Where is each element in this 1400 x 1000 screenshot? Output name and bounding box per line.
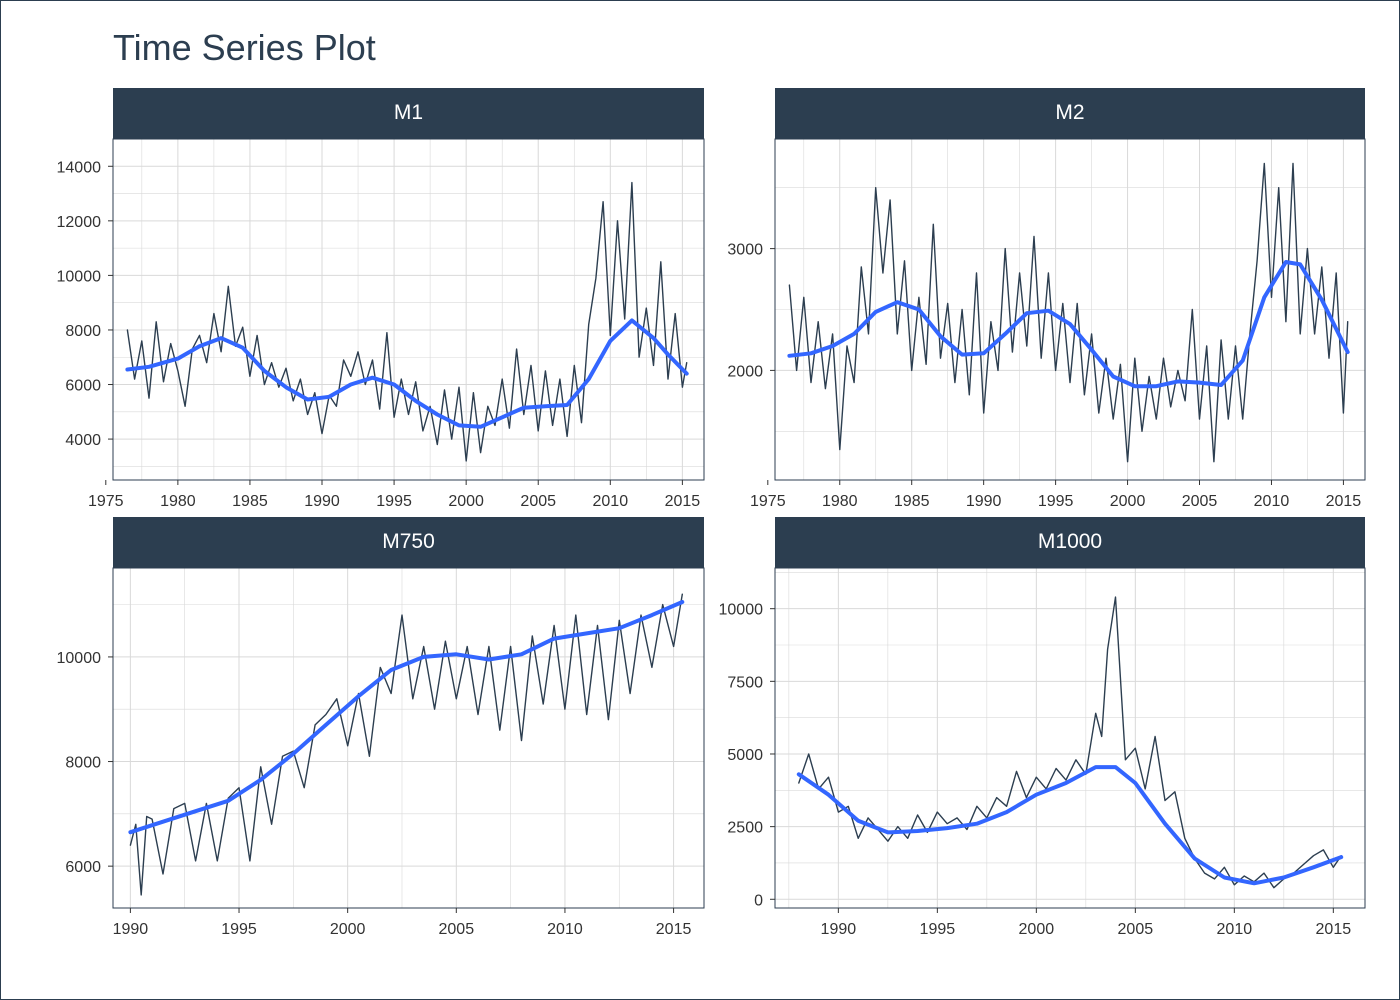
y-tick-label: 6000 — [65, 378, 101, 395]
x-tick-label: 1995 — [376, 493, 412, 510]
x-tick-label: 1990 — [821, 921, 857, 938]
page-title: Time Series Plot — [113, 27, 376, 68]
panel-border — [112, 567, 705, 909]
x-tick-label: 2005 — [1182, 493, 1218, 510]
x-tick-label: 1995 — [1038, 493, 1074, 510]
x-tick-label: 2010 — [1217, 921, 1253, 938]
trend-line — [125, 318, 689, 429]
x-tick-label: 1980 — [822, 493, 858, 510]
x-tick-label: 2010 — [593, 493, 629, 510]
y-tick-label: 2000 — [727, 363, 763, 380]
y-tick-label: 8000 — [65, 323, 101, 340]
x-tick-label: 1985 — [894, 493, 930, 510]
y-tick-label: 2500 — [727, 820, 763, 837]
y-tick-label: 7500 — [727, 674, 763, 691]
x-tick-label: 1990 — [113, 921, 149, 938]
trend-line — [787, 260, 1350, 389]
x-tick-label: 2015 — [656, 921, 692, 938]
x-tick-label: 1985 — [232, 493, 268, 510]
x-tick-label: 2005 — [1118, 921, 1154, 938]
x-tick-label: 2000 — [1019, 921, 1055, 938]
trend-line — [796, 765, 1344, 886]
panel-title: M2 — [1055, 101, 1084, 124]
y-tick-label: 3000 — [727, 242, 763, 259]
y-tick-label: 14000 — [57, 159, 102, 176]
y-tick-label: 12000 — [57, 214, 102, 231]
y-tick-label: 6000 — [65, 859, 101, 876]
x-tick-label: 2015 — [1316, 921, 1352, 938]
panel-border — [112, 138, 705, 481]
x-tick-label: 2015 — [1326, 493, 1362, 510]
x-tick-label: 2010 — [1254, 493, 1290, 510]
x-tick-label: 2005 — [439, 921, 475, 938]
y-tick-label: 10000 — [57, 650, 102, 667]
x-tick-label: 1995 — [221, 921, 257, 938]
grid — [775, 568, 1365, 908]
series-line — [788, 162, 1349, 463]
x-tick-label: 1990 — [304, 493, 340, 510]
y-tick-label: 5000 — [727, 747, 763, 764]
panel-header — [113, 517, 704, 568]
panel-title: M750 — [382, 530, 435, 553]
x-tick-label: 1975 — [750, 493, 786, 510]
y-tick-label: 10000 — [57, 268, 102, 285]
y-tick-label: 10000 — [719, 602, 764, 619]
x-tick-label: 2010 — [547, 921, 583, 938]
x-tick-label: 2000 — [448, 493, 484, 510]
panel-title: M1000 — [1038, 530, 1102, 553]
panel-title: M1 — [394, 101, 423, 124]
series-line — [798, 596, 1342, 889]
x-tick-label: 1975 — [88, 493, 124, 510]
panel-m750: M750 1990 1995 2000 2005 2010 2015 6000 8000 1000… — [57, 517, 705, 938]
x-tick-label: 2000 — [1110, 493, 1146, 510]
x-tick-label: 2005 — [520, 493, 556, 510]
y-tick-label: 8000 — [65, 755, 101, 772]
trend-line — [128, 600, 685, 835]
panel-header — [113, 88, 704, 139]
panel-m1: M1 1975 1980 1985 1990 1995 2000 2005 2010 2015 40… — [57, 88, 705, 510]
series-line — [129, 593, 683, 896]
panel-border — [774, 138, 1366, 481]
grid — [775, 139, 1365, 480]
x-tick-label: 1995 — [920, 921, 956, 938]
x-tick-label: 1990 — [966, 493, 1002, 510]
y-tick-label: 0 — [754, 892, 763, 909]
series-line — [126, 181, 688, 462]
panel-header — [775, 517, 1365, 568]
panel-m1000: M1000 1990 1995 2000 2005 2010 2015 0 2500 5000 75… — [719, 517, 1366, 938]
grid — [113, 568, 704, 908]
panel-border — [774, 567, 1366, 909]
panel-header — [775, 88, 1365, 139]
y-tick-label: 4000 — [65, 432, 101, 449]
x-tick-label: 2000 — [330, 921, 366, 938]
x-tick-label: 1980 — [160, 493, 196, 510]
grid — [113, 138, 704, 480]
x-tick-label: 2015 — [665, 493, 701, 510]
panel-m2: M2 1975 1980 1985 1990 1995 2000 2005 2010 2015 20… — [727, 88, 1366, 510]
